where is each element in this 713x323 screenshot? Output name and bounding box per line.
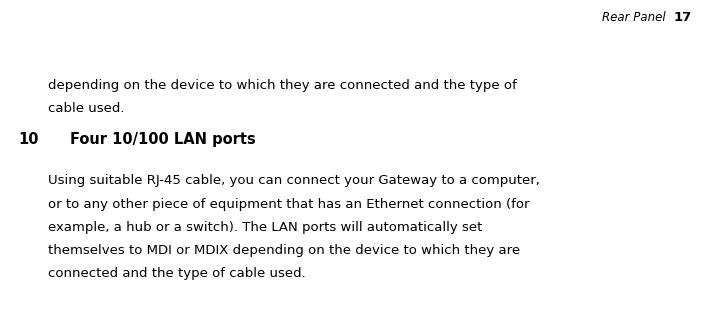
Text: example, a hub or a switch). The LAN ports will automatically set: example, a hub or a switch). The LAN por…: [48, 221, 483, 234]
Text: Using suitable RJ-45 cable, you can connect your Gateway to a computer,: Using suitable RJ-45 cable, you can conn…: [48, 174, 540, 187]
Text: 17: 17: [674, 11, 692, 24]
Text: or to any other piece of equipment that has an Ethernet connection (for: or to any other piece of equipment that …: [48, 198, 530, 211]
Text: connected and the type of cable used.: connected and the type of cable used.: [48, 267, 307, 280]
Text: Four 10/100 LAN ports: Four 10/100 LAN ports: [70, 132, 256, 147]
Text: 10: 10: [18, 132, 39, 147]
Text: cable used.: cable used.: [48, 102, 125, 115]
Text: depending on the device to which they are connected and the type of: depending on the device to which they ar…: [48, 79, 517, 92]
Text: themselves to MDI or MDIX depending on the device to which they are: themselves to MDI or MDIX depending on t…: [48, 244, 520, 257]
Text: Rear Panel: Rear Panel: [602, 11, 666, 24]
